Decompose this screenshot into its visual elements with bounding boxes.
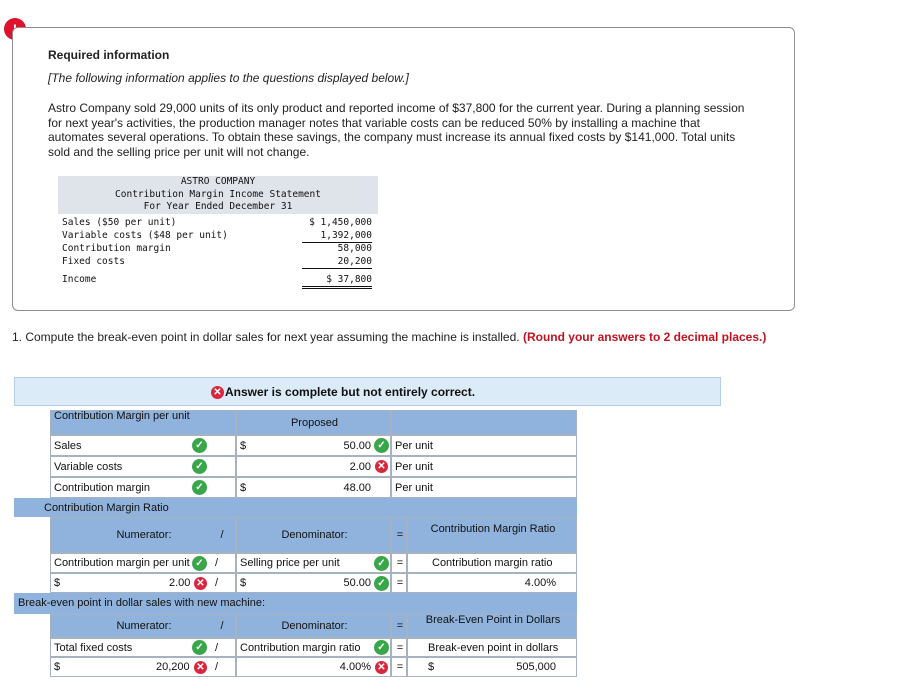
correct-icon: ✓ [374, 640, 389, 655]
correct-icon: ✓ [374, 438, 389, 453]
ratio-numerator-header: Numerator: [50, 517, 236, 553]
ratio-equals: = [391, 553, 407, 573]
question-text: 1. Compute the break-even point in dolla… [12, 330, 767, 344]
correct-icon: ✓ [374, 576, 389, 591]
statement-period: For Year Ended December 31 [143, 201, 293, 212]
required-info-note: [The following information applies to th… [48, 71, 409, 85]
variable-costs-proposed-input[interactable]: 2.00 ✕ [236, 456, 391, 477]
correct-icon: ✓ [192, 480, 207, 495]
ratio-denominator-label: Selling price per unit ✓ [236, 553, 391, 573]
correct-icon: ✓ [374, 556, 389, 571]
incorrect-icon: ✕ [194, 661, 207, 674]
correct-icon: ✓ [192, 556, 207, 571]
ratio-denominator-input[interactable]: $ 50.00 ✓ [236, 573, 391, 593]
be-denominator-header: Denominator: [236, 614, 391, 638]
cm-row-variable-costs: Variable costs ✓ [50, 456, 236, 477]
be-denominator-input[interactable]: 4.00% ✕ [236, 657, 391, 677]
be-slash-header: / [208, 614, 236, 638]
ratio-numerator-input[interactable]: $ 2.00 ✕ / [50, 573, 236, 593]
be-result-value: $ 505,000 [407, 657, 577, 677]
be-denominator-label: Contribution margin ratio ✓ [236, 638, 391, 657]
statement-title: Contribution Margin Income Statement [115, 188, 321, 200]
ratio-result-value: 4.00% [407, 573, 577, 593]
company-name: ASTRO COMPANY [180, 176, 256, 187]
correct-icon: ✓ [192, 640, 207, 655]
rounding-instruction: (Round your answers to 2 decimal places.… [522, 330, 767, 344]
incorrect-icon: ✕ [211, 386, 224, 399]
statement-row: Variable costs ($48 per unit) 1,392,000 [62, 230, 372, 243]
answer-status-banner: ✕ Answer is complete but not entirely co… [14, 377, 721, 406]
be-result-header: Break-Even Point in Dollars [407, 614, 577, 638]
cm-row-contribution-margin: Contribution margin ✓ [50, 477, 236, 498]
contribution-margin-proposed-value: $ 48.00 [236, 477, 391, 498]
ratio-equals-header: = [391, 517, 407, 553]
ratio-result-header: Contribution Margin Ratio [407, 517, 577, 553]
incorrect-icon: ✕ [375, 460, 388, 473]
statement-row: Income $ 37,800 [62, 273, 374, 289]
incorrect-icon: ✕ [194, 577, 207, 590]
ratio-numerator-label: Contribution margin per unit ✓ / [50, 553, 236, 573]
ratio-equals: = [391, 573, 407, 593]
be-equals: = [391, 638, 407, 657]
sales-proposed-input[interactable]: $ 50.00 ✓ [236, 435, 391, 456]
cm-row-sales: Sales ✓ [50, 435, 236, 456]
required-info-title: Required information [48, 48, 170, 62]
cm-table-header: Contribution Margin per unit [50, 410, 236, 435]
proposed-header: Proposed [236, 410, 391, 435]
be-numerator-input[interactable]: $ 20,200 ✕ / [50, 657, 236, 677]
cm-ratio-section: Contribution Margin Ratio [14, 498, 577, 517]
be-result-label: Break-even point in dollars [407, 638, 577, 657]
statement-row: Fixed costs 20,200 [62, 256, 372, 269]
statement-row: Contribution margin 58,000 [62, 243, 372, 254]
break-even-section: Break-even point in dollar sales with ne… [14, 593, 577, 614]
correct-icon: ✓ [192, 459, 207, 474]
income-statement: ASTRO COMPANY Contribution Margin Income… [58, 176, 378, 289]
ratio-denominator-header: Denominator: [236, 517, 391, 553]
contribution-margin-unit: Per unit [391, 477, 577, 498]
be-numerator-header: Numerator: [50, 614, 236, 638]
problem-statement: Astro Company sold 29,000 units of its o… [48, 101, 745, 159]
be-equals-header: = [391, 614, 407, 638]
ratio-result-label: Contribution margin ratio [407, 553, 577, 573]
variable-costs-unit: Per unit [391, 456, 577, 477]
be-equals: = [391, 657, 407, 677]
correct-icon: ✓ [192, 438, 207, 453]
required-info-panel: Required information [The following info… [12, 27, 795, 311]
statement-row: Sales ($50 per unit) $ 1,450,000 [62, 217, 372, 228]
sales-unit: Per unit [391, 435, 577, 456]
income-statement-header: ASTRO COMPANY Contribution Margin Income… [58, 176, 378, 214]
incorrect-icon: ✕ [375, 661, 388, 674]
ratio-slash-header: / [208, 517, 236, 553]
answer-status-text: Answer is complete but not entirely corr… [225, 385, 476, 399]
unit-header [391, 410, 577, 435]
be-numerator-label: Total fixed costs ✓ / [50, 638, 236, 657]
